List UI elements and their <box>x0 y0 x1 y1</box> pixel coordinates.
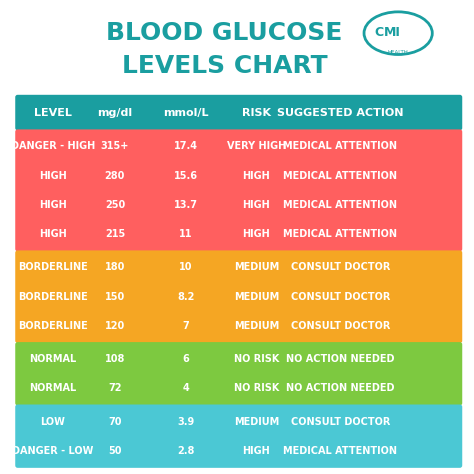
Text: MEDICAL ATTENTION: MEDICAL ATTENTION <box>283 446 398 456</box>
Text: BLOOD GLUCOSE: BLOOD GLUCOSE <box>107 21 343 45</box>
Text: CONSULT DOCTOR: CONSULT DOCTOR <box>291 417 390 427</box>
Text: 3.9: 3.9 <box>177 417 194 427</box>
Text: MEDIUM: MEDIUM <box>234 321 279 331</box>
Text: 17.4: 17.4 <box>173 141 198 151</box>
Text: 70: 70 <box>108 417 122 427</box>
Text: MI: MI <box>383 26 401 39</box>
Text: 13.7: 13.7 <box>173 200 198 210</box>
Text: 2.8: 2.8 <box>177 446 194 456</box>
Text: CONSULT DOCTOR: CONSULT DOCTOR <box>291 292 390 302</box>
Text: HIGH: HIGH <box>39 171 67 181</box>
Text: BORDERLINE: BORDERLINE <box>18 292 88 302</box>
Text: C: C <box>374 26 384 39</box>
Text: 50: 50 <box>108 446 122 456</box>
Text: 72: 72 <box>108 383 122 393</box>
Text: HIGH: HIGH <box>243 229 270 239</box>
Text: mmol/L: mmol/L <box>163 108 209 118</box>
Text: HEALTH: HEALTH <box>388 50 409 55</box>
Text: MEDIUM: MEDIUM <box>234 417 279 427</box>
Text: 280: 280 <box>105 171 125 181</box>
Text: 6: 6 <box>182 354 189 364</box>
Text: 120: 120 <box>105 321 125 331</box>
Text: BORDERLINE: BORDERLINE <box>18 263 88 273</box>
Text: NO RISK: NO RISK <box>234 354 279 364</box>
Text: mg/dl: mg/dl <box>97 108 132 118</box>
Text: 15.6: 15.6 <box>173 171 198 181</box>
Text: 215: 215 <box>105 229 125 239</box>
Text: NORMAL: NORMAL <box>29 354 77 364</box>
Text: DANGER - LOW: DANGER - LOW <box>12 446 94 456</box>
FancyBboxPatch shape <box>15 342 462 405</box>
Text: MEDIUM: MEDIUM <box>234 292 279 302</box>
Text: 108: 108 <box>105 354 125 364</box>
Text: 8.2: 8.2 <box>177 292 194 302</box>
Text: NO ACTION NEEDED: NO ACTION NEEDED <box>286 383 395 393</box>
Text: 250: 250 <box>105 200 125 210</box>
Text: DANGER - HIGH: DANGER - HIGH <box>11 141 95 151</box>
Text: 4: 4 <box>182 383 189 393</box>
Text: 315+: 315+ <box>100 141 129 151</box>
Text: 10: 10 <box>179 263 192 273</box>
Text: MEDICAL ATTENTION: MEDICAL ATTENTION <box>283 141 398 151</box>
FancyBboxPatch shape <box>15 250 462 343</box>
Text: VERY HIGH: VERY HIGH <box>227 141 286 151</box>
FancyBboxPatch shape <box>15 404 462 468</box>
Text: MEDICAL ATTENTION: MEDICAL ATTENTION <box>283 200 398 210</box>
Text: 11: 11 <box>179 229 192 239</box>
Text: HIGH: HIGH <box>243 200 270 210</box>
Text: HIGH: HIGH <box>243 171 270 181</box>
Text: NO ACTION NEEDED: NO ACTION NEEDED <box>286 354 395 364</box>
Text: RISK: RISK <box>242 108 271 118</box>
Text: CONSULT DOCTOR: CONSULT DOCTOR <box>291 263 390 273</box>
Text: BORDERLINE: BORDERLINE <box>18 321 88 331</box>
Text: NO RISK: NO RISK <box>234 383 279 393</box>
Text: LEVEL: LEVEL <box>34 108 72 118</box>
Text: MEDIUM: MEDIUM <box>234 263 279 273</box>
Text: HIGH: HIGH <box>39 200 67 210</box>
Text: LOW: LOW <box>41 417 65 427</box>
Text: 7: 7 <box>182 321 189 331</box>
Text: CONSULT DOCTOR: CONSULT DOCTOR <box>291 321 390 331</box>
Text: 180: 180 <box>105 263 125 273</box>
Text: SUGGESTED ACTION: SUGGESTED ACTION <box>277 108 404 118</box>
Text: 150: 150 <box>105 292 125 302</box>
Text: HIGH: HIGH <box>243 446 270 456</box>
FancyBboxPatch shape <box>15 95 462 130</box>
Text: NORMAL: NORMAL <box>29 383 77 393</box>
Text: HIGH: HIGH <box>39 229 67 239</box>
Text: MEDICAL ATTENTION: MEDICAL ATTENTION <box>283 229 398 239</box>
Text: LEVELS CHART: LEVELS CHART <box>122 55 328 78</box>
FancyBboxPatch shape <box>15 129 462 251</box>
Text: MEDICAL ATTENTION: MEDICAL ATTENTION <box>283 171 398 181</box>
